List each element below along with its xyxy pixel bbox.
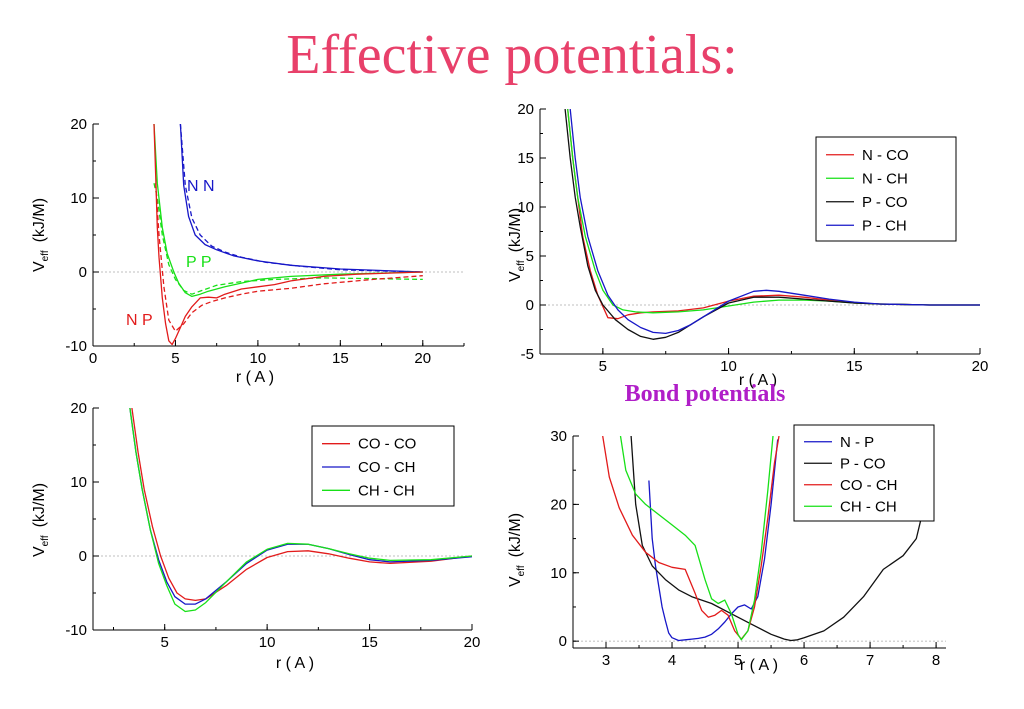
- series-line-4: [153, 124, 423, 346]
- series-group: [602, 436, 931, 642]
- series-group: [564, 109, 980, 340]
- x-tick-label: 20: [972, 358, 989, 375]
- x-tick-label: 20: [464, 634, 481, 651]
- series-line-p-ch: [569, 109, 980, 335]
- y-tick-label: 0: [79, 548, 87, 565]
- x-tick-label: 10: [250, 350, 267, 367]
- series-line-co-ch: [602, 436, 780, 640]
- y-tick-label: 20: [550, 496, 567, 513]
- series-line-p-co: [564, 109, 980, 340]
- legend-entry-label: N - CO: [862, 147, 909, 164]
- y-axis-label: Veff (kJ/M): [31, 198, 51, 272]
- x-axis-label: r ( A ): [740, 657, 778, 674]
- y-tick-label: -5: [521, 346, 534, 363]
- y-tick-label: 15: [517, 150, 534, 167]
- legend-entry-label: CO - CH: [840, 477, 898, 494]
- section-subtitle: Bond potentials: [624, 381, 786, 407]
- series-inline-label: P P: [186, 254, 212, 271]
- series-line-co-co: [131, 408, 472, 602]
- y-tick-label: -10: [65, 338, 87, 355]
- series-line-n-p: [648, 439, 779, 642]
- legend-entry-label: P - CH: [862, 217, 907, 234]
- series-line-2: [153, 124, 423, 298]
- legend-entry-label: P - CO: [840, 455, 886, 472]
- legend-box: [793, 424, 935, 522]
- legend-box: [311, 425, 455, 507]
- y-tick-label: 0: [526, 297, 534, 314]
- series-group: [129, 408, 472, 613]
- x-tick-label: 15: [332, 350, 349, 367]
- series-line-p-co: [630, 436, 931, 642]
- x-axis-label: r ( A ): [236, 369, 274, 386]
- y-axis-label: Veff (kJ/M): [507, 208, 527, 282]
- y-axis-label-subscript: eff: [516, 260, 527, 271]
- x-tick-label: 5: [734, 652, 742, 669]
- series-line-ch-ch: [619, 436, 774, 641]
- legend-entry-label: CH - CH: [840, 498, 897, 515]
- legend-entry-label: N - CH: [862, 170, 908, 187]
- x-tick-label: 7: [866, 652, 874, 669]
- y-axis-label-unit: (kJ/M): [31, 483, 48, 527]
- legend: CO - CO CO - CH CH - CH: [311, 425, 455, 507]
- x-tick-label: 5: [171, 350, 179, 367]
- y-tick-label: 10: [550, 565, 567, 582]
- x-tick-label: 6: [800, 652, 808, 669]
- y-axis-label-main: V: [507, 271, 524, 282]
- x-tick-label: 20: [414, 350, 431, 367]
- y-axis-label-subscript: eff: [516, 565, 527, 576]
- x-tick-label: 5: [599, 358, 607, 375]
- y-tick-label: -10: [65, 622, 87, 639]
- y-axis-label-subscript: eff: [40, 250, 51, 261]
- y-axis-label-unit: (kJ/M): [31, 198, 48, 242]
- x-tick-label: 15: [846, 358, 863, 375]
- y-tick-label: 0: [79, 264, 87, 281]
- y-tick-label: 20: [70, 116, 87, 133]
- y-axis-label: Veff (kJ/M): [31, 483, 51, 557]
- y-axis-label-subscript: eff: [40, 535, 51, 546]
- y-tick-label: 20: [517, 101, 534, 118]
- x-tick-label: 15: [361, 634, 378, 651]
- y-tick-label: 30: [550, 428, 567, 445]
- page-title: Effective potentials:: [286, 24, 738, 86]
- legend-entry-label: P - CO: [862, 194, 908, 211]
- legend: N - CO N - CH P - CO P - CH: [815, 136, 957, 242]
- y-tick-label: 10: [70, 474, 87, 491]
- x-axis-label: r ( A ): [739, 372, 777, 389]
- x-tick-label: 10: [259, 634, 276, 651]
- y-axis-label-unit: (kJ/M): [507, 208, 524, 252]
- x-tick-label: 8: [932, 652, 940, 669]
- y-axis-label-main: V: [31, 261, 48, 272]
- y-tick-label: 20: [70, 400, 87, 417]
- series-line-5: [155, 183, 423, 332]
- series-line-3: [153, 183, 423, 295]
- y-tick-label: 0: [559, 633, 567, 650]
- legend-entry-label: CO - CO: [358, 436, 416, 453]
- series-inline-label: N N: [187, 178, 215, 195]
- x-tick-label: 5: [161, 634, 169, 651]
- series-line-1: [179, 124, 423, 273]
- y-tick-label: 10: [70, 190, 87, 207]
- y-axis-label-main: V: [507, 576, 524, 587]
- series-line-ch-ch: [129, 408, 472, 613]
- series-inline-label: N P: [126, 312, 153, 329]
- legend-entry-label: CH - CH: [358, 482, 415, 499]
- y-axis-label-main: V: [31, 546, 48, 557]
- series-group: [153, 124, 423, 346]
- y-tick-label: 5: [526, 248, 534, 265]
- x-tick-label: 3: [602, 652, 610, 669]
- x-tick-label: 0: [89, 350, 97, 367]
- legend-entry-label: N - P: [840, 434, 874, 451]
- x-tick-label: 4: [668, 652, 676, 669]
- x-axis-label: r ( A ): [276, 655, 314, 672]
- legend: N - P P - CO CO - CH CH - CH: [793, 424, 935, 522]
- legend-entry-label: CO - CH: [358, 459, 416, 476]
- y-axis-label: Veff (kJ/M): [507, 513, 527, 587]
- y-axis-label-unit: (kJ/M): [507, 513, 524, 557]
- x-tick-label: 10: [720, 358, 737, 375]
- y-tick-label: 10: [517, 199, 534, 216]
